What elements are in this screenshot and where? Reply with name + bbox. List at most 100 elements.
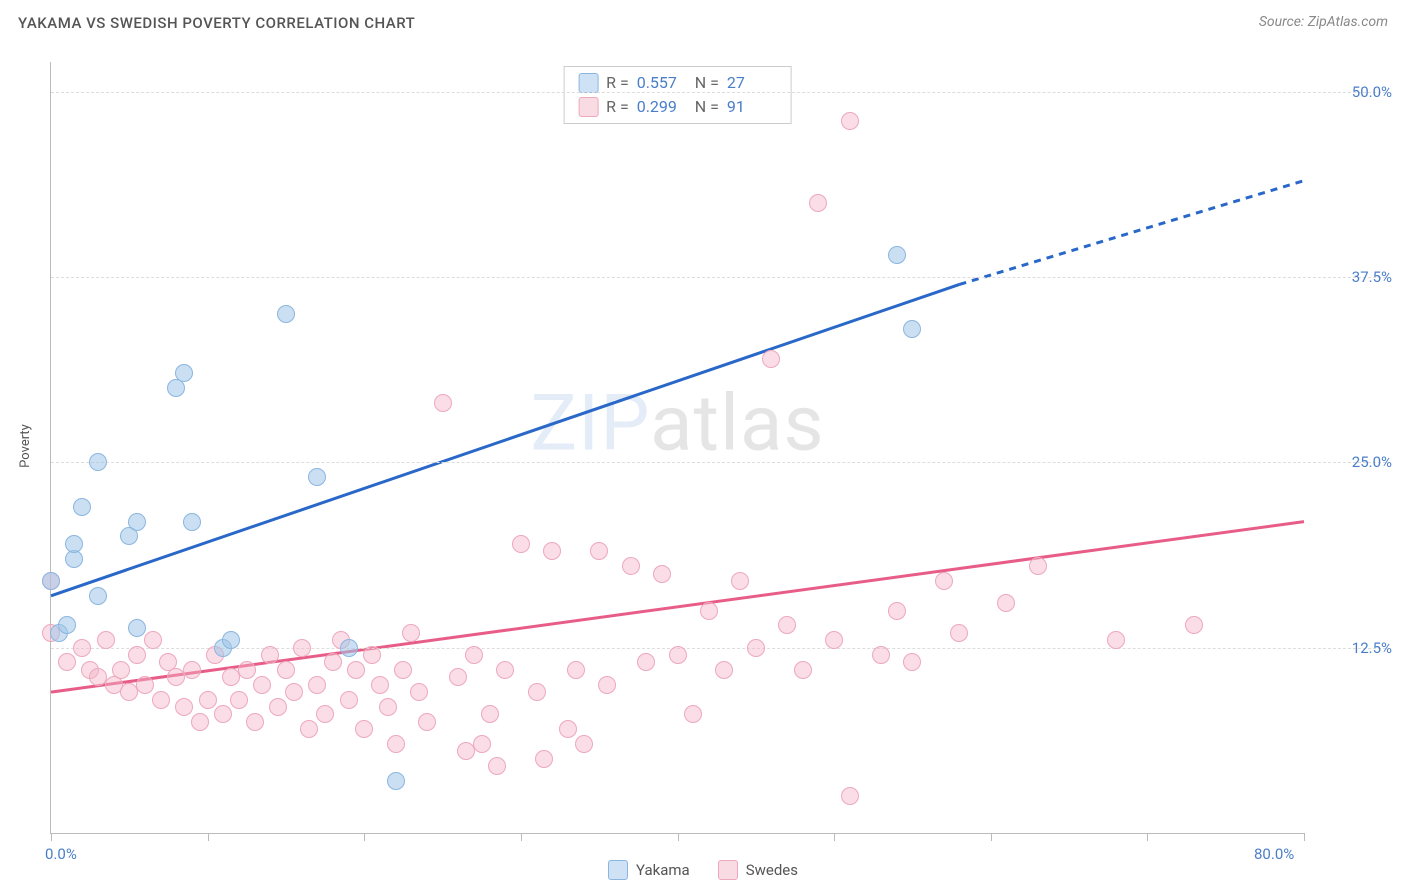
scatter-point-swedes	[363, 646, 381, 664]
legend-swatch-swedes	[718, 860, 738, 880]
scatter-point-swedes	[528, 683, 546, 701]
scatter-point-swedes	[191, 713, 209, 731]
scatter-point-swedes	[285, 683, 303, 701]
gridline-h	[51, 462, 1386, 463]
scatter-point-swedes	[575, 735, 593, 753]
legend-series: Yakama Swedes	[608, 860, 798, 880]
scatter-point-swedes	[1107, 631, 1125, 649]
scatter-point-swedes	[230, 691, 248, 709]
scatter-point-swedes	[590, 542, 608, 560]
scatter-point-swedes	[434, 394, 452, 412]
trend-line	[51, 284, 959, 595]
scatter-point-swedes	[214, 705, 232, 723]
scatter-point-yakama	[888, 246, 906, 264]
scatter-point-yakama	[277, 305, 295, 323]
scatter-point-swedes	[488, 757, 506, 775]
x-tick-label: 80.0%	[1254, 845, 1294, 863]
scatter-point-swedes	[535, 750, 553, 768]
scatter-point-swedes	[1185, 616, 1203, 634]
scatter-point-swedes	[762, 350, 780, 368]
scatter-point-yakama	[175, 364, 193, 382]
x-tick	[521, 833, 522, 841]
scatter-point-swedes	[653, 565, 671, 583]
scatter-point-swedes	[112, 661, 130, 679]
scatter-point-swedes	[872, 646, 890, 664]
scatter-point-swedes	[152, 691, 170, 709]
x-tick	[51, 833, 52, 841]
scatter-point-swedes	[300, 720, 318, 738]
scatter-point-swedes	[715, 661, 733, 679]
scatter-point-swedes	[481, 705, 499, 723]
scatter-point-swedes	[731, 572, 749, 590]
scatter-point-swedes	[825, 631, 843, 649]
scatter-point-swedes	[559, 720, 577, 738]
scatter-point-swedes	[340, 691, 358, 709]
legend-swatch-yakama	[578, 73, 598, 93]
legend-swatch-yakama	[608, 860, 628, 880]
scatter-point-swedes	[183, 661, 201, 679]
scatter-point-swedes	[567, 661, 585, 679]
scatter-point-swedes	[1029, 557, 1047, 575]
x-tick-label: 0.0%	[45, 845, 77, 863]
scatter-point-swedes	[402, 624, 420, 642]
scatter-point-swedes	[669, 646, 687, 664]
scatter-point-yakama	[183, 513, 201, 531]
gridline-h	[51, 648, 1386, 649]
scatter-point-swedes	[387, 735, 405, 753]
legend-row-swedes: R = 0.299 N = 91	[578, 95, 777, 119]
y-tick-label: 37.5%	[1352, 268, 1392, 286]
scatter-point-swedes	[903, 653, 921, 671]
y-tick-label: 12.5%	[1352, 639, 1392, 657]
scatter-point-swedes	[136, 676, 154, 694]
scatter-point-swedes	[637, 653, 655, 671]
legend-item-swedes: Swedes	[718, 860, 798, 880]
chart-title: YAKAMA VS SWEDISH POVERTY CORRELATION CH…	[18, 14, 415, 32]
x-tick	[678, 833, 679, 841]
trend-line	[959, 181, 1304, 285]
scatter-point-swedes	[418, 713, 436, 731]
legend-correlation: R = 0.557 N = 27 R = 0.299 N = 91	[563, 66, 792, 124]
scatter-point-swedes	[512, 535, 530, 553]
trend-lines	[51, 62, 1304, 833]
x-tick	[991, 833, 992, 841]
scatter-point-swedes	[97, 631, 115, 649]
scatter-point-swedes	[465, 646, 483, 664]
y-tick-label: 50.0%	[1352, 83, 1392, 101]
scatter-point-swedes	[794, 661, 812, 679]
scatter-point-swedes	[269, 698, 287, 716]
scatter-point-swedes	[888, 602, 906, 620]
scatter-point-swedes	[144, 631, 162, 649]
scatter-point-swedes	[997, 594, 1015, 612]
scatter-point-swedes	[809, 194, 827, 212]
scatter-point-swedes	[253, 676, 271, 694]
scatter-point-swedes	[175, 698, 193, 716]
scatter-point-yakama	[89, 453, 107, 471]
scatter-point-swedes	[379, 698, 397, 716]
scatter-point-swedes	[622, 557, 640, 575]
scatter-point-swedes	[355, 720, 373, 738]
scatter-point-swedes	[199, 691, 217, 709]
scatter-point-swedes	[308, 676, 326, 694]
scatter-point-swedes	[950, 624, 968, 642]
legend-swatch-swedes	[578, 97, 598, 117]
scatter-point-yakama	[128, 619, 146, 637]
chart-header: YAKAMA VS SWEDISH POVERTY CORRELATION CH…	[0, 0, 1406, 42]
scatter-point-swedes	[449, 668, 467, 686]
scatter-point-swedes	[324, 653, 342, 671]
y-tick-label: 25.0%	[1352, 453, 1392, 471]
chart-source: Source: ZipAtlas.com	[1259, 14, 1388, 32]
scatter-point-swedes	[73, 639, 91, 657]
scatter-point-swedes	[316, 705, 334, 723]
scatter-point-swedes	[473, 735, 491, 753]
x-tick	[1304, 833, 1305, 841]
scatter-point-swedes	[347, 661, 365, 679]
scatter-point-yakama	[128, 513, 146, 531]
scatter-point-yakama	[65, 535, 83, 553]
x-tick	[364, 833, 365, 841]
scatter-point-yakama	[73, 498, 91, 516]
scatter-point-swedes	[371, 676, 389, 694]
scatter-point-swedes	[496, 661, 514, 679]
scatter-point-swedes	[58, 653, 76, 671]
x-tick	[208, 833, 209, 841]
scatter-point-yakama	[387, 772, 405, 790]
